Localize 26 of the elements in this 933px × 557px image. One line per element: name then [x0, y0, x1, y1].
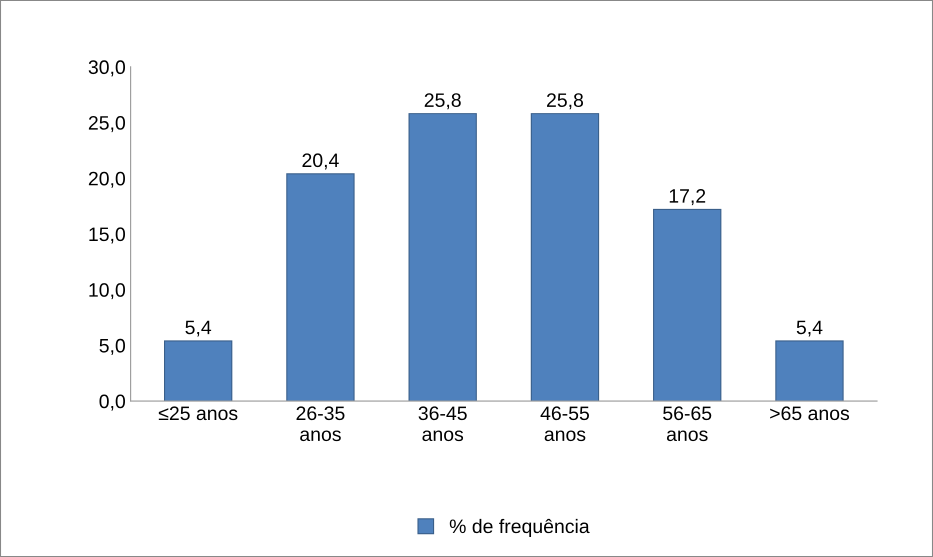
bar: [653, 208, 722, 402]
bar: [164, 340, 232, 402]
bar: [775, 340, 844, 402]
x-tick-label: ≤25 anos: [158, 406, 238, 420]
bar: [286, 173, 355, 402]
data-label: 25,8: [424, 93, 461, 110]
data-label: 5,4: [796, 320, 822, 337]
y-tick-label: 5,0: [100, 338, 125, 355]
data-label: 20,4: [302, 153, 339, 170]
x-tick-label: 26-35 anos: [296, 406, 344, 442]
y-tick-label: 20,0: [88, 172, 125, 188]
bar: [530, 113, 600, 402]
y-tick-label: 0,0: [99, 394, 125, 411]
y-tick-label: 15,0: [89, 227, 125, 244]
x-tick-label: 46-55 anos: [540, 406, 590, 442]
x-tick-label: 36-45 anos: [418, 406, 467, 442]
x-tick-label: 56-65 anos: [663, 406, 712, 442]
legend-label: % de frequência: [450, 518, 590, 538]
y-tick-label: 30,0: [88, 60, 125, 76]
data-label: 25,8: [547, 93, 584, 110]
y-tick-label: 10,0: [89, 283, 125, 300]
data-label: 5,4: [185, 320, 212, 337]
bar: [408, 113, 477, 402]
x-tick-label: >65 anos: [770, 406, 850, 420]
data-label: 17,2: [670, 189, 706, 206]
y-tick-label: 25,0: [88, 116, 125, 132]
